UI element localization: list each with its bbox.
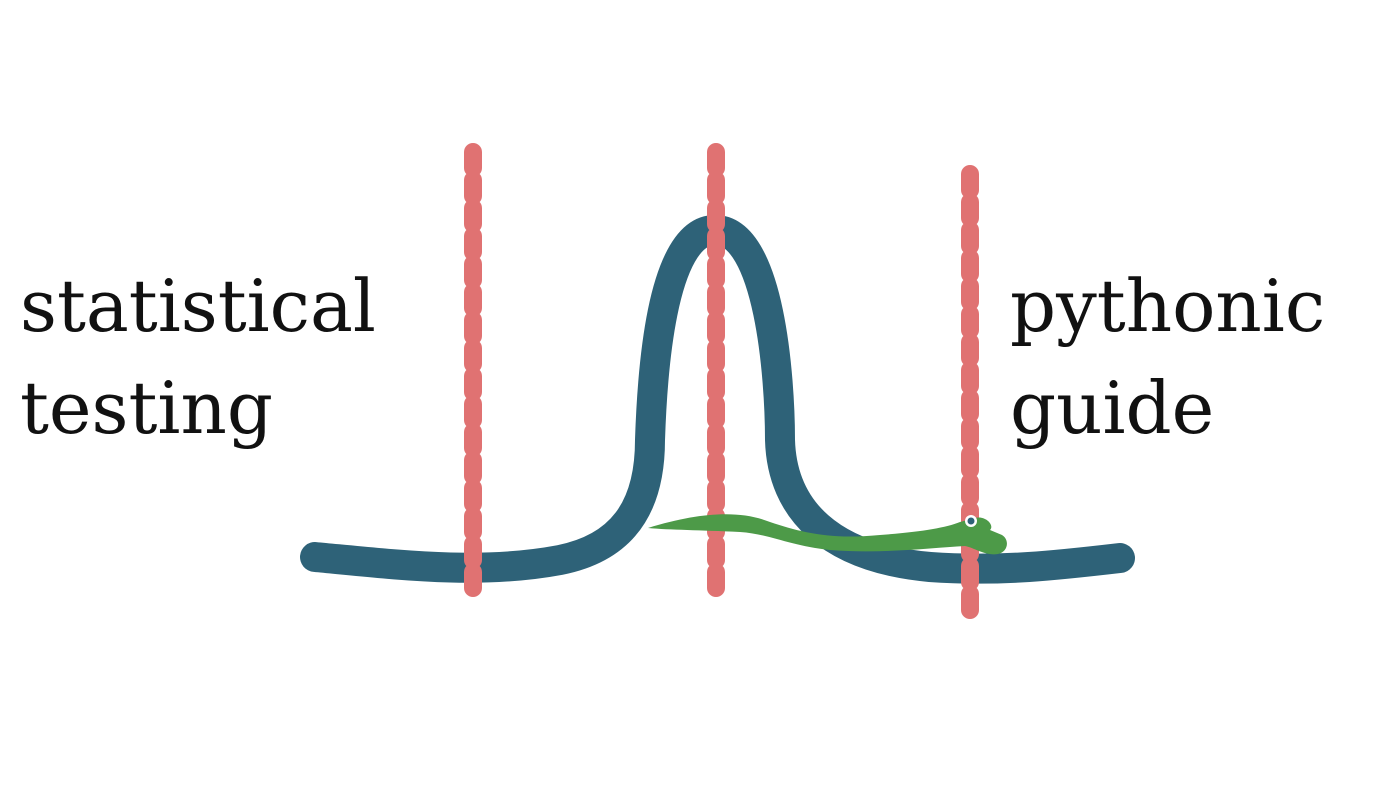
title-right-line-1: pythonic [1010,264,1326,348]
title-right-line-2: guide [1010,366,1215,450]
title-statistical-testing: statistical testing [20,255,376,459]
title-pythonic-guide: pythonic guide [1010,255,1325,459]
snake-icon [648,514,1007,555]
title-left-line-2: testing [20,366,273,450]
title-left-line-1: statistical [20,264,376,348]
